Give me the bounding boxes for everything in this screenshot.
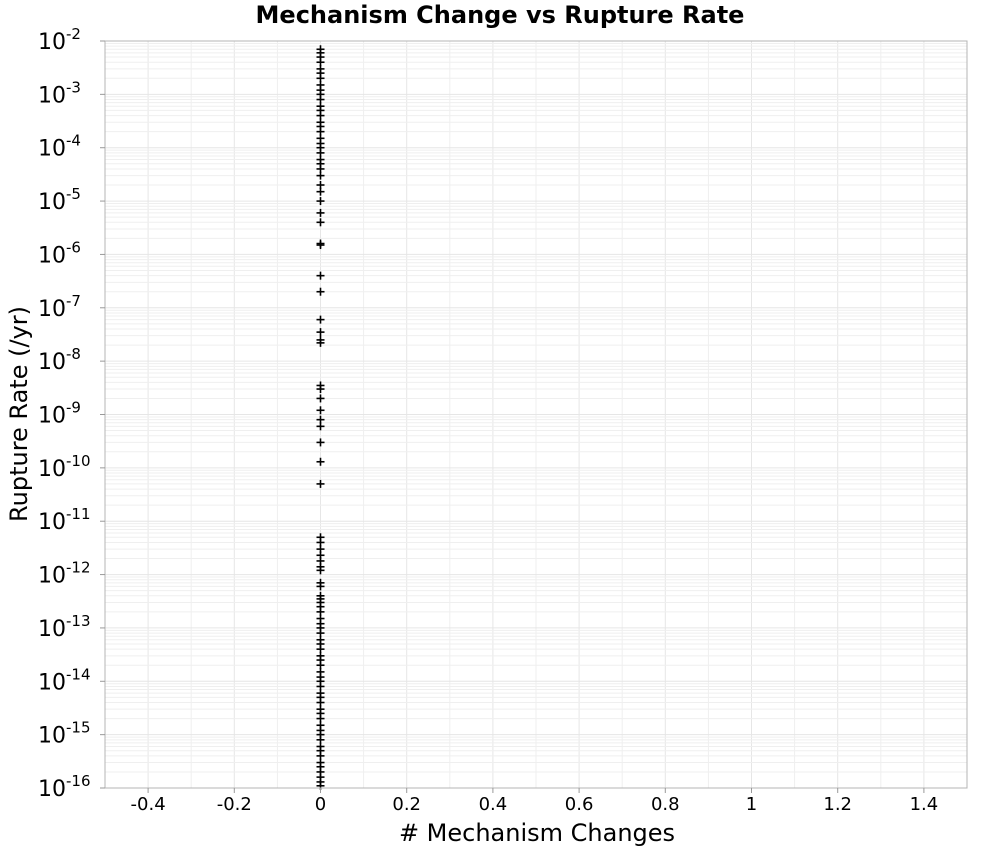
y-tick-label: 10 -3 (38, 78, 81, 108)
y-tick-label: 10 -13 (38, 612, 91, 642)
y-tick-label: 10 -10 (38, 452, 91, 482)
y-tick-exponent: -15 (66, 719, 91, 737)
data-point (316, 438, 325, 447)
data-point (316, 287, 325, 296)
y-tick-base: 10 (38, 670, 66, 695)
y-tick-exponent: -12 (66, 559, 91, 577)
y-tick-label: 10 -4 (38, 132, 81, 162)
data-point (316, 187, 325, 196)
data-point (316, 271, 325, 280)
x-tick-label: 0 (315, 794, 326, 815)
data-point (316, 328, 325, 337)
y-axis-ticks: 10-210-310-410-510-610-710-810-910 -1010-… (38, 25, 105, 802)
x-tick-label: 0.6 (565, 794, 594, 815)
data-point (316, 241, 325, 250)
y-tick-base: 10 (38, 83, 66, 108)
y-tick-base: 10 (38, 564, 66, 589)
grid (104, 41, 968, 789)
y-tick-exponent: -8 (66, 345, 81, 363)
y-tick-exponent: -10 (66, 452, 91, 470)
y-axis-label: Rupture Rate (/yr) (5, 306, 33, 522)
y-tick-base: 10 (38, 617, 66, 642)
y-tick-base: 10 (38, 777, 66, 802)
y-tick-exponent: -7 (66, 292, 81, 310)
data-points (316, 45, 325, 790)
data-point (316, 208, 325, 217)
y-tick-exponent: -4 (66, 132, 81, 150)
y-tick-base: 10 (38, 30, 66, 55)
data-point (316, 457, 325, 466)
y-tick-exponent: -11 (66, 505, 91, 523)
y-tick-label: 10 -2 (38, 25, 81, 55)
y-tick-base: 10 (38, 190, 66, 215)
data-point (316, 171, 325, 180)
y-tick-base: 10 (38, 510, 66, 535)
y-tick-base: 10 (38, 137, 66, 162)
data-point (316, 422, 325, 431)
y-tick-base: 10 (38, 724, 66, 749)
x-tick-label: 1 (746, 794, 757, 815)
y-tick-label: 10 -9 (38, 399, 81, 429)
data-point (316, 582, 325, 591)
y-tick-label: 10 -6 (38, 238, 81, 268)
x-tick-label: 0.2 (392, 794, 421, 815)
y-tick-base: 10 (38, 350, 66, 375)
x-axis-label: # Mechanism Changes (399, 819, 675, 847)
y-tick-exponent: -14 (66, 665, 91, 683)
x-tick-label: 0.4 (479, 794, 508, 815)
x-tick-label: -0.4 (131, 794, 166, 815)
y-tick-exponent: -2 (66, 25, 81, 43)
y-tick-base: 10 (38, 404, 66, 429)
data-point (316, 394, 325, 403)
data-point (316, 338, 325, 347)
data-point (316, 218, 325, 227)
y-tick-exponent: -13 (66, 612, 91, 630)
y-tick-base: 10 (38, 243, 66, 268)
y-tick-label: 10 -11 (38, 505, 91, 535)
y-tick-exponent: -3 (66, 78, 81, 96)
x-tick-label: 0.8 (651, 794, 680, 815)
data-point (316, 566, 325, 575)
y-tick-exponent: -9 (66, 399, 81, 417)
y-tick-label: 10 -15 (38, 719, 91, 749)
y-tick-label: 10 -14 (38, 665, 91, 695)
data-point (316, 479, 325, 488)
y-tick-base: 10 (38, 297, 66, 322)
y-tick-label: 10 -5 (38, 185, 81, 215)
x-axis-ticks: -0.4 -0.2 0 0.2 0.4 0.6 0.8 1 1.2 1.4 (131, 788, 939, 815)
x-tick-label: 1.4 (910, 794, 939, 815)
y-tick-label: 10 -8 (38, 345, 81, 375)
y-tick-exponent: -6 (66, 238, 81, 256)
y-tick-exponent: -5 (66, 185, 81, 203)
data-point (316, 315, 325, 324)
data-point (316, 385, 325, 394)
y-tick-exponent: -16 (66, 772, 91, 790)
y-tick-label: 10 -12 (38, 559, 91, 589)
y-tick-base: 10 (38, 457, 66, 482)
y-tick-label: 10 -16 (38, 772, 91, 802)
x-tick-label: -0.2 (217, 794, 252, 815)
y-tick-label: 10 -7 (38, 292, 81, 322)
data-point (316, 406, 325, 415)
x-tick-label: 1.2 (823, 794, 852, 815)
chart-title: Mechanism Change vs Rupture Rate (256, 1, 745, 29)
data-point (316, 197, 325, 206)
